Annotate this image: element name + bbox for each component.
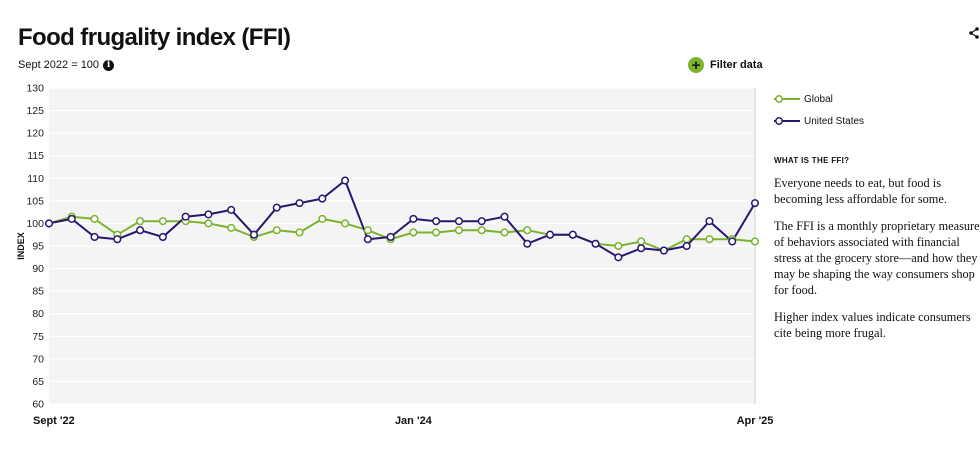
data-point-global xyxy=(500,228,509,237)
data-point-united-states xyxy=(341,176,350,185)
data-point-united-states xyxy=(44,219,54,228)
data-point-united-states xyxy=(409,214,418,223)
data-point-united-states xyxy=(454,217,463,226)
y-tick-label: 130 xyxy=(26,83,44,95)
data-point-global xyxy=(409,228,418,237)
data-point-united-states xyxy=(728,237,737,246)
data-point-united-states xyxy=(477,217,486,226)
data-point-united-states xyxy=(363,235,372,244)
legend-label-united-states: United States xyxy=(804,115,865,127)
y-tick-label: 75 xyxy=(32,331,44,343)
y-tick-label: 90 xyxy=(32,263,44,275)
data-point-global xyxy=(204,219,213,228)
y-tick-label: 125 xyxy=(26,105,44,117)
data-point-global xyxy=(477,226,486,235)
panel-paragraph: The FFI is a monthly proprietary measure… xyxy=(774,219,980,297)
info-icon[interactable]: i xyxy=(103,59,115,71)
data-point-united-states xyxy=(500,212,509,221)
chart-title: Food frugality index (FFI) xyxy=(18,24,291,51)
data-point-united-states xyxy=(659,246,668,255)
data-point-global xyxy=(363,226,372,235)
y-tick-label: 80 xyxy=(32,308,44,320)
data-point-united-states xyxy=(591,239,600,248)
data-point-global xyxy=(341,219,350,228)
legend: Global United States xyxy=(774,88,864,132)
y-tick-label: 120 xyxy=(26,128,44,140)
data-point-global xyxy=(705,235,714,244)
legend-swatch-global xyxy=(774,95,800,103)
baseline-note: Sept 2022 = 100 xyxy=(18,59,100,71)
data-point-united-states xyxy=(158,232,167,242)
y-tick-label: 65 xyxy=(32,376,44,388)
y-tick-label: 85 xyxy=(32,286,44,298)
y-tick-label: 115 xyxy=(27,150,44,162)
data-point-united-states xyxy=(545,230,555,239)
data-point-united-states xyxy=(318,194,327,203)
data-point-global xyxy=(682,235,691,244)
data-point-global xyxy=(432,228,441,237)
filter-data-button[interactable]: + Filter data xyxy=(688,57,763,73)
data-point-united-states xyxy=(637,244,646,253)
data-point-global xyxy=(227,223,236,232)
data-point-global xyxy=(637,237,646,246)
legend-label-global: Global xyxy=(804,93,833,105)
data-point-united-states xyxy=(113,235,122,244)
panel-heading: WHAT IS THE FFI? xyxy=(774,156,850,165)
data-point-united-states xyxy=(432,217,441,226)
data-point-global xyxy=(318,214,327,223)
panel-paragraph: Higher index values indicate consumers c… xyxy=(774,310,971,340)
data-point-united-states xyxy=(272,203,281,212)
chart-subtitle: Sept 2022 = 100 i xyxy=(18,59,115,71)
data-point-global xyxy=(158,217,167,226)
data-point-united-states xyxy=(67,214,76,223)
data-point-united-states xyxy=(136,226,145,235)
data-point-global xyxy=(295,228,304,237)
y-tick-label: 105 xyxy=(26,195,44,207)
y-axis-label: INDEX xyxy=(16,232,26,260)
data-point-united-states xyxy=(614,253,623,262)
data-point-united-states xyxy=(295,199,304,208)
legend-item-united-states[interactable]: United States xyxy=(774,110,864,132)
data-point-global xyxy=(272,226,281,235)
x-tick-label: Apr '25 xyxy=(737,415,774,427)
y-tick-label: 100 xyxy=(26,218,44,230)
ffi-info-panel: WHAT IS THE FFI? Everyone needs to eat, … xyxy=(774,156,980,352)
data-point-united-states xyxy=(568,230,577,239)
legend-item-global[interactable]: Global xyxy=(774,88,864,110)
data-point-global xyxy=(90,214,99,223)
data-point-global xyxy=(614,241,623,251)
data-point-united-states xyxy=(523,239,532,248)
data-point-united-states xyxy=(705,217,714,226)
data-point-united-states xyxy=(386,232,395,242)
data-point-united-states xyxy=(90,232,99,242)
data-point-united-states xyxy=(750,199,760,208)
share-icon[interactable] xyxy=(968,26,980,45)
data-point-united-states xyxy=(181,212,190,221)
data-point-united-states xyxy=(227,205,236,214)
filter-data-label: Filter data xyxy=(710,59,763,71)
y-tick-label: 60 xyxy=(32,399,44,411)
x-tick-label: Sept '22 xyxy=(33,415,75,427)
data-point-global xyxy=(750,237,760,246)
panel-paragraph: Everyone needs to eat, but food is becom… xyxy=(774,176,947,206)
plus-icon: + xyxy=(688,57,704,73)
y-tick-label: 70 xyxy=(32,353,44,365)
series-line-united-states xyxy=(48,179,756,259)
legend-swatch-united-states xyxy=(774,117,800,125)
data-point-global xyxy=(136,217,145,226)
data-point-united-states xyxy=(682,241,691,251)
y-tick-label: 110 xyxy=(27,173,44,185)
y-tick-label: 95 xyxy=(32,241,44,253)
x-tick-label: Jan '24 xyxy=(395,415,433,427)
data-point-united-states xyxy=(204,210,213,219)
data-point-united-states xyxy=(249,230,259,239)
data-point-global xyxy=(454,226,463,235)
data-point-global xyxy=(523,226,532,235)
